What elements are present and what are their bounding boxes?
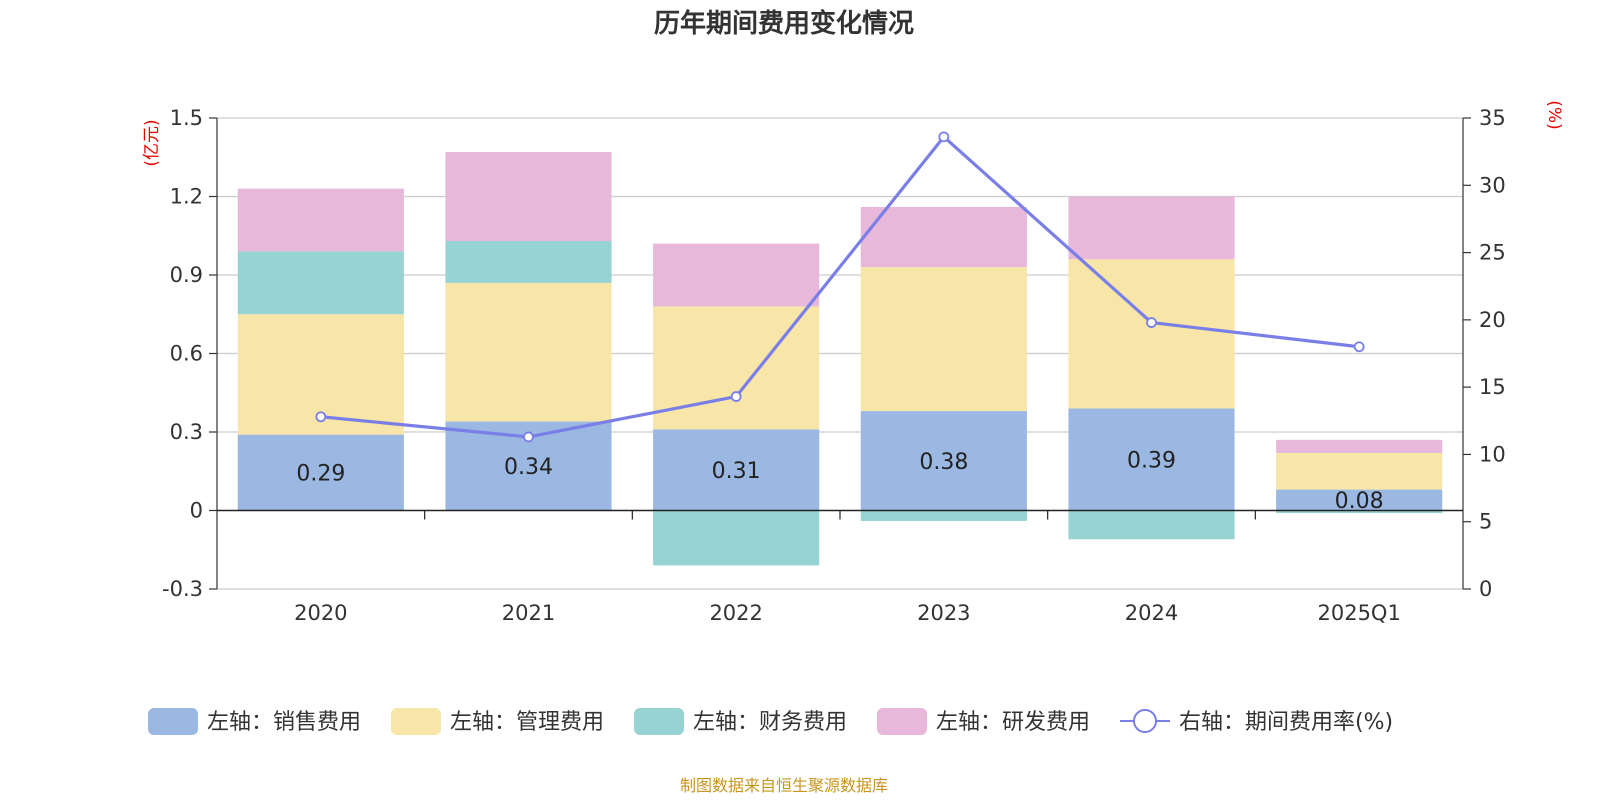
rate-line: [320, 135, 1360, 439]
right-axis-tick-label: 30: [1479, 173, 1506, 197]
bar-segment: [860, 206, 1027, 268]
data-label: 0.34: [504, 455, 553, 480]
legend-label: 左轴：管理费用: [450, 710, 604, 735]
left-axis-tick-label: -0.3: [162, 577, 203, 601]
left-axis-tick-label: 0.9: [170, 263, 203, 287]
legend-swatch: [634, 708, 684, 735]
bar-segment: [1276, 452, 1443, 490]
bar-segment: [653, 510, 820, 566]
rate-point: [315, 411, 327, 423]
legend-swatch: [391, 708, 441, 735]
data-label: 0.31: [712, 459, 761, 484]
right-axis-tick-label: 35: [1479, 106, 1506, 130]
legend-label: 右轴：期间费用率(%): [1179, 710, 1393, 735]
left-axis-tick-label: 0: [190, 499, 203, 523]
rate-line-series: [315, 131, 1365, 443]
bar-segment: [1276, 510, 1443, 514]
left-axis-unit: (亿元): [142, 119, 162, 166]
bar-series: [237, 152, 1443, 566]
legend-label: 左轴：研发费用: [936, 710, 1090, 735]
x-axis-tick-label: 2023: [917, 601, 970, 625]
bar-segment: [445, 152, 612, 241]
bar-segment: [860, 411, 1027, 511]
bar-segment: [237, 251, 404, 315]
bar-segment: [445, 282, 612, 422]
right-axis-unit: (%): [1544, 100, 1564, 129]
x-axis-tick-label: 2025Q1: [1317, 601, 1400, 625]
chart-title: 历年期间费用变化情况: [654, 8, 914, 39]
right-axis-tick-label: 5: [1479, 510, 1492, 534]
rate-point: [1146, 317, 1157, 328]
right-axis-tick-label: 0: [1479, 577, 1492, 601]
x-axis-tick-label: 2022: [709, 601, 762, 625]
data-label: 0.39: [1127, 448, 1176, 473]
x-axis-tick-label: 2021: [502, 601, 555, 625]
rate-point: [938, 131, 950, 143]
bar-segment: [1276, 439, 1443, 453]
rate-point: [1353, 341, 1365, 353]
bar-segment: [860, 267, 1027, 412]
bar-segment: [1068, 510, 1235, 540]
legend-label: 左轴：销售费用: [207, 710, 361, 735]
left-axis-tick-label: 1.5: [170, 106, 203, 130]
gridlines: [217, 117, 1463, 590]
left-axis-tick-label: 0.3: [170, 420, 203, 444]
right-axis-tick-label: 20: [1479, 308, 1506, 332]
x-axis-tick-label: 2020: [294, 601, 347, 625]
left-axis-tick-label: 1.2: [170, 185, 203, 209]
data-label: 0.08: [1335, 489, 1384, 514]
right-axis-tick-label: 25: [1479, 241, 1506, 265]
right-axis-tick-label: 10: [1479, 442, 1506, 466]
bar-segment: [653, 429, 820, 511]
bar-segment: [237, 188, 404, 252]
bar-segment: [237, 434, 404, 511]
data-label: 0.38: [919, 450, 968, 475]
legend-label: 左轴：财务费用: [693, 710, 847, 735]
right-axis-tick-label: 15: [1479, 375, 1506, 399]
bar-segment: [1068, 259, 1235, 409]
data-label: 0.29: [296, 462, 345, 487]
bar-segment: [1068, 196, 1235, 260]
legend-marker: [1133, 709, 1157, 733]
axes: -0.3 0 0.3 0.6 0.9 1.2 1.5 0 5 10 15 20 25 30 35 2020 20…: [162, 106, 1506, 625]
bar-segment: [860, 510, 1027, 521]
rate-point: [523, 431, 534, 443]
bar-segment: [653, 243, 820, 307]
legend-swatch: [148, 708, 198, 735]
source-note: 制图数据来自恒生聚源数据库: [680, 776, 888, 795]
bar-segment: [1276, 489, 1443, 511]
bar-segment: [445, 240, 612, 283]
data-labels: 0.29 0.34 0.31 0.38 0.39 0.08: [296, 448, 1383, 514]
legend: 左轴：销售费用 左轴：管理费用 左轴：财务费用 左轴：研发费用 右轴：期间费用率(%): [148, 708, 1393, 735]
left-axis-tick-label: 0.6: [170, 342, 203, 366]
bar-segment: [1068, 408, 1235, 511]
x-axis-tick-label: 2024: [1125, 601, 1178, 625]
legend-swatch: [877, 708, 927, 735]
rate-point: [730, 391, 742, 402]
